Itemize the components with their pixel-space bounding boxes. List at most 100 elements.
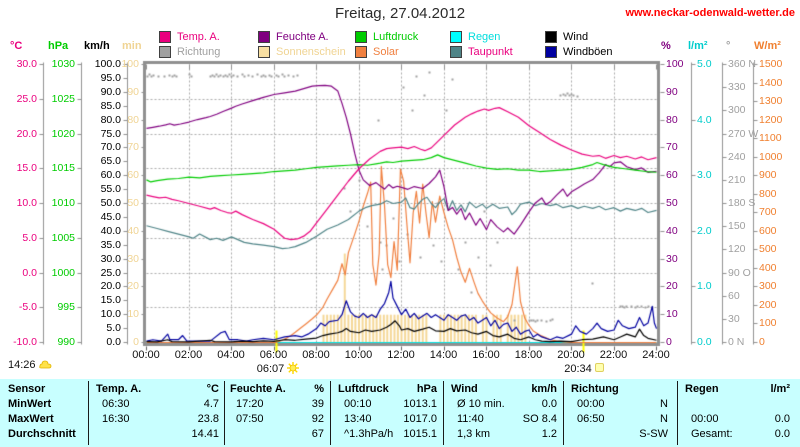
axis-tick-label: 20 <box>666 280 678 293</box>
legend-label: Regen <box>468 30 501 43</box>
legend-item-feuchte-a-: Feuchte A. <box>258 30 329 43</box>
axis-tick-label: 120 <box>728 243 746 256</box>
axis-tick-label: 50.0 <box>100 197 121 209</box>
axis-tick-label: 30 <box>728 312 740 325</box>
legend-swatch-icon <box>258 45 270 58</box>
axis-tick-label: 270 W <box>728 127 759 140</box>
legend-swatch-icon <box>450 30 462 43</box>
table-cell: 1013.1 <box>403 398 437 410</box>
table-divider <box>677 381 678 445</box>
axis-tick-label: 360 N <box>728 58 757 70</box>
table-cell: 06:30 <box>102 398 130 410</box>
legend-swatch-icon <box>258 30 270 43</box>
table-group-title: Temp. A. <box>96 383 142 395</box>
legend-item-taupunkt: Taupunkt <box>450 45 513 58</box>
legend-label: Windböen <box>563 45 613 58</box>
table-cell: 17:20 <box>236 398 264 410</box>
axis-tick-label: 1000 <box>51 266 75 279</box>
axis-header-right-0: % <box>661 40 671 52</box>
legend-label: Temp. A. <box>177 30 220 43</box>
x-axis-tick-label: 16:00 <box>472 349 500 361</box>
axis-header-left-0: °C <box>10 40 23 52</box>
table-cell: 16:30 <box>102 413 130 425</box>
axis-tick-label: 20.0 <box>100 280 121 293</box>
table-cell: 1015.1 <box>403 428 437 440</box>
table-cell: S-SW <box>639 428 668 440</box>
x-axis-tick-label: 22:00 <box>599 349 628 361</box>
site-link[interactable]: www.neckar-odenwald-wetter.de <box>625 7 795 19</box>
x-axis-tick-label: 20:00 <box>557 349 585 361</box>
legend-swatch-icon <box>545 30 557 43</box>
axis-tick-label: 50 <box>666 197 678 209</box>
axis-tick-label: 60 <box>666 169 678 182</box>
table-group-title: Feuchte A. <box>230 383 286 395</box>
axis-tick-label: 15.0 <box>16 162 37 175</box>
axis-tick-label: 60 <box>127 169 139 182</box>
axis-tick-label: 300 <box>728 104 746 117</box>
axis-header-left-2: km/h <box>84 40 110 52</box>
table-cell: 00:10 <box>344 398 372 410</box>
axis-header-left-3: min <box>122 40 142 52</box>
legend-label: Luftdruck <box>373 30 419 43</box>
sunrise-value: 06:07 <box>256 363 285 375</box>
table-row-label: MinWert <box>8 398 52 410</box>
axis-tick-label: 180 S <box>728 197 756 209</box>
legend-label: Feuchte A. <box>276 30 329 43</box>
axis-tick-label: 55.0 <box>100 183 121 196</box>
axis-header-left-1: hPa <box>48 40 69 52</box>
axis-tick-label: 1015 <box>51 162 75 175</box>
axis-tick-label: 1020 <box>51 127 75 140</box>
legend-item-regen: Regen <box>450 30 500 43</box>
axis-tick-label: 25.0 <box>100 266 121 279</box>
axis-tick-label: 1300 <box>759 95 783 108</box>
x-axis-tick-label: 10:00 <box>344 349 373 361</box>
x-axis-tick-label: 12:00 <box>387 349 415 361</box>
axis-tick-label: 1030 <box>51 58 75 70</box>
axis-tick-label: 150 <box>728 220 746 233</box>
axis-tick-label: 90.0 <box>100 85 121 98</box>
axis-tick-label: 0 <box>666 336 672 348</box>
day-length-value: 14:26 <box>8 359 36 371</box>
axis-tick-label: 20.0 <box>16 127 37 140</box>
legend-swatch-icon <box>450 45 462 58</box>
sunset-time: 20:34 <box>553 362 615 376</box>
legend-item-luftdruck: Luftdruck <box>355 30 418 43</box>
table-divider <box>224 381 225 445</box>
axis-tick-label: 1005 <box>51 231 75 244</box>
table-row-label: Durchschnitt <box>8 428 76 440</box>
table-group-title: Regen <box>685 383 719 395</box>
sunrise-sun-icon <box>287 361 300 377</box>
axis-tick-label: 500 <box>759 243 777 256</box>
axis-tick-label: -10.0 <box>13 336 37 348</box>
table-cell <box>710 398 790 411</box>
axis-tick-label: 95.0 <box>100 71 121 84</box>
axis-tick-label: 1500 <box>759 58 783 70</box>
axis-tick-label: 800 <box>759 187 777 200</box>
table-cell: 4.7 <box>203 398 219 410</box>
day-length-icon <box>38 359 52 372</box>
axis-tick-label: 2.0 <box>697 224 712 237</box>
axis-tick-label: 900 <box>759 169 777 182</box>
axis-tick-label: 10.0 <box>100 308 121 321</box>
axis-tick-label: 100 <box>759 317 777 330</box>
x-axis-tick-label: 18:00 <box>514 349 543 361</box>
table-cell: 0.0 <box>774 428 790 440</box>
axis-tick-label: 300 <box>759 280 777 293</box>
x-axis-tick-label: 24:00 <box>642 349 670 361</box>
axis-tick-label: 50 <box>127 197 139 209</box>
axis-tick-label: 3.0 <box>697 169 712 182</box>
axis-tick-label: 0 <box>759 336 765 348</box>
legend-item-temp-a-: Temp. A. <box>159 30 220 43</box>
axis-tick-label: 1010 <box>51 197 75 209</box>
axis-tick-label: 1400 <box>759 76 783 89</box>
axis-tick-label: 80 <box>127 113 139 126</box>
table-group-unit: °C <box>206 383 219 395</box>
table-cell: 23.8 <box>197 413 219 425</box>
axis-tick-label: 40.0 <box>100 224 121 237</box>
axis-tick-label: 30 <box>666 252 678 265</box>
axis-tick-label: 45.0 <box>100 210 121 223</box>
axis-tick-label: 40 <box>666 224 678 237</box>
x-axis-tick-label: 14:00 <box>429 349 458 361</box>
